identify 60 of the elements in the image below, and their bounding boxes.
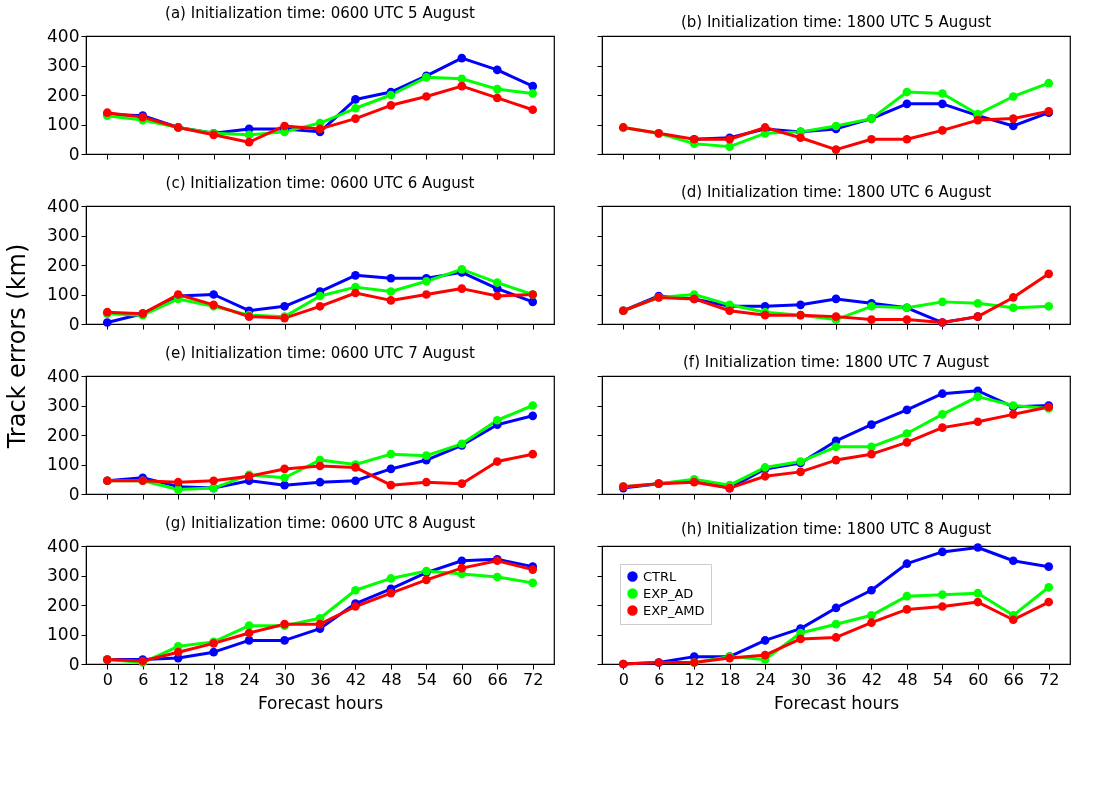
- y-tick-label: 100: [47, 454, 80, 474]
- chart-title: (e) Initialization time: 0600 UTC 7 August: [165, 344, 476, 362]
- y-tick-label: 300: [47, 225, 80, 245]
- x-tick-label: 30: [790, 669, 812, 689]
- x-tick-label: 0: [102, 669, 113, 689]
- x-tick-label: 36: [310, 669, 331, 689]
- legend-label: CTRL: [643, 568, 678, 584]
- x-tick-label: 18: [203, 669, 225, 689]
- x-axis-title: Forecast hours: [257, 692, 384, 713]
- chart-title: (g) Initialization time: 0600 UTC 8 August: [164, 514, 476, 532]
- x-tick-label: 54: [932, 669, 954, 689]
- x-tick-label: 30: [274, 669, 296, 689]
- x-tick-label: 36: [826, 669, 847, 689]
- x-tick-label: 72: [523, 669, 544, 689]
- y-tick-label: 0: [68, 483, 80, 504]
- y-tick-label: 200: [47, 594, 80, 615]
- y-tick-label: 200: [47, 424, 80, 445]
- x-tick-label: 42: [345, 669, 367, 689]
- chart-title: (d) Initialization time: 1800 UTC 6 August: [680, 182, 992, 201]
- x-tick-label: 60: [968, 669, 989, 689]
- y-tick-label: 200: [47, 254, 80, 275]
- x-tick-label: 6: [654, 669, 665, 689]
- y-tick-label: 0: [68, 143, 80, 164]
- y-tick-label: 400: [47, 365, 80, 386]
- x-tick-label: 12: [684, 669, 705, 689]
- chart-title: (b) Initialization time: 1800 UTC 5 August: [680, 12, 992, 31]
- x-tick-label: 54: [416, 669, 438, 689]
- x-tick-label: 0: [618, 669, 629, 689]
- x-tick-label: 42: [861, 669, 883, 689]
- x-tick-label: 24: [239, 669, 260, 689]
- y-tick-label: 100: [47, 284, 80, 304]
- x-tick-label: 24: [755, 669, 776, 689]
- x-tick-label: 72: [1039, 669, 1060, 689]
- y-tick-label: 300: [47, 565, 80, 585]
- y-tick-label: 400: [47, 195, 80, 216]
- x-tick-label: 6: [138, 669, 149, 689]
- y-tick-label: 100: [47, 624, 80, 644]
- x-tick-label: 66: [487, 669, 508, 689]
- y-tick-label: 100: [47, 114, 80, 134]
- y-tick-label: 400: [47, 535, 80, 556]
- y-tick-label: 300: [47, 55, 80, 75]
- chart-title: (h) Initialization time: 1800 UTC 8 August: [680, 520, 992, 539]
- y-tick-label: 300: [47, 395, 80, 415]
- x-tick-label: 48: [381, 669, 402, 689]
- legend-label: EXP_AD: [643, 585, 694, 601]
- x-tick-label: 60: [452, 669, 473, 689]
- legend-label: EXP_AMD: [643, 602, 705, 618]
- chart-title: (c) Initialization time: 0600 UTC 6 August: [165, 174, 475, 192]
- chart-title: (f) Initialization time: 1800 UTC 7 August: [683, 352, 990, 371]
- x-tick-label: 18: [719, 669, 741, 689]
- y-tick-label: 0: [68, 653, 80, 674]
- y-axis-title: Track errors (km): [3, 243, 31, 450]
- x-tick-label: 48: [897, 669, 918, 689]
- y-tick-label: 400: [47, 25, 80, 46]
- x-tick-label: 66: [1003, 669, 1024, 689]
- y-tick-label: 200: [47, 84, 80, 105]
- y-tick-label: 0: [68, 313, 80, 334]
- x-axis-title: Forecast hours: [773, 692, 900, 713]
- chart-title: (a) Initialization time: 0600 UTC 5 August: [165, 4, 476, 22]
- x-tick-label: 12: [168, 669, 189, 689]
